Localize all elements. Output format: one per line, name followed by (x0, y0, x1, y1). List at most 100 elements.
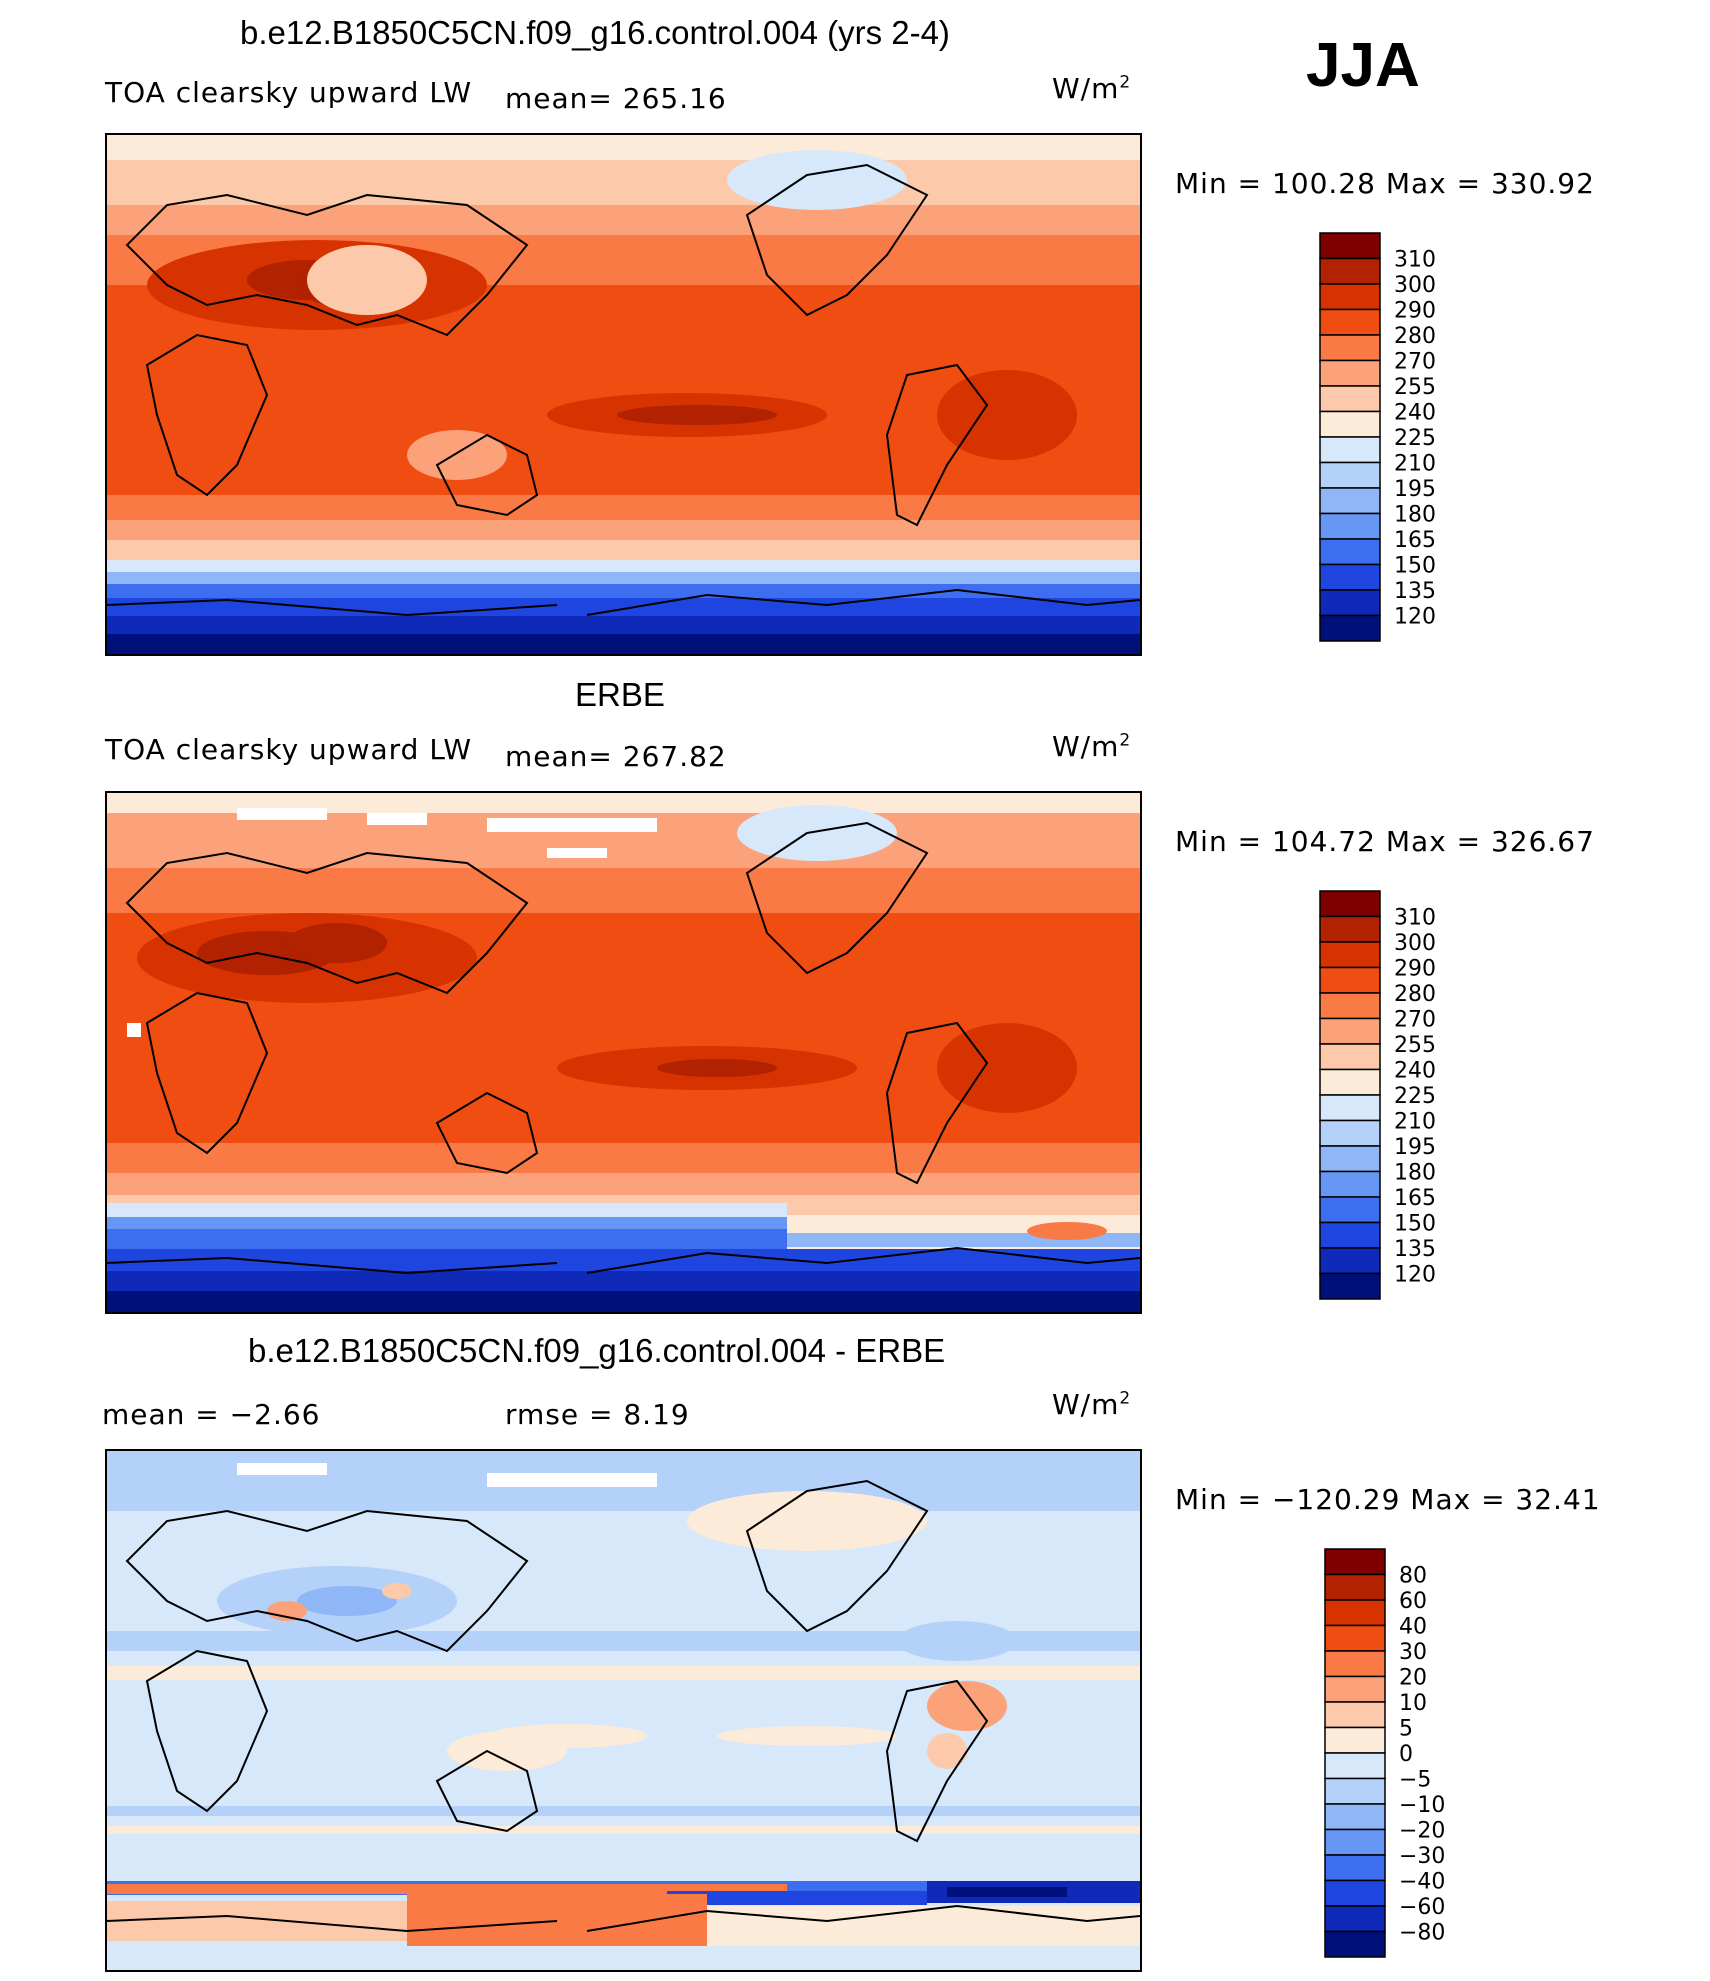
colorbar-tick-label: 310 (1394, 906, 1436, 931)
panel3-mean-label: mean = −2.66 (102, 1398, 321, 1431)
colorbar-swatch (1319, 1145, 1381, 1173)
colorbar-swatch (1324, 1573, 1386, 1601)
colorbar-tick-label: 310 (1394, 248, 1436, 273)
panel3-rmse-label: rmse = 8.19 (505, 1398, 690, 1431)
colorbar-tick-label: 0 (1399, 1742, 1413, 1767)
colorbar-swatch (1319, 487, 1381, 515)
colorbar-tick-label: 10 (1399, 1691, 1427, 1716)
colorbar-swatch (1319, 385, 1381, 413)
panel2-variable-label: TOA clearsky upward LW (105, 733, 473, 766)
colorbar-tick-label: 180 (1394, 503, 1436, 528)
colorbar-swatch (1319, 359, 1381, 387)
colorbar-swatch (1319, 461, 1381, 489)
colorbar-swatch (1319, 966, 1381, 994)
colorbar-tick-label: 210 (1394, 1110, 1436, 1135)
colorbar-tick-label: 210 (1394, 452, 1436, 477)
colorbar-tick-label: 240 (1394, 401, 1436, 426)
colorbar-tick-label: 150 (1394, 1212, 1436, 1237)
colorbar-tick-label: 180 (1394, 1161, 1436, 1186)
panel2-map (105, 791, 1142, 1314)
colorbar-tick-label: 270 (1394, 1008, 1436, 1033)
colorbar-tick-label: 225 (1394, 426, 1436, 451)
colorbar-swatch (1319, 1221, 1381, 1249)
panel1-minmax-label: Min = 100.28 Max = 330.92 (1175, 167, 1595, 200)
panel2-title: ERBE (575, 676, 665, 713)
colorbar-tick-label: 270 (1394, 350, 1436, 375)
colorbar-swatch (1324, 1650, 1386, 1678)
panel2-mean-label: mean= 267.82 (505, 740, 727, 773)
panel1-title: b.e12.B1850C5CN.f09_g16.control.004 (yrs… (240, 14, 950, 51)
colorbar-svg: 3103002902802702552402252101951801651501… (1319, 232, 1436, 642)
colorbar-tick-label: 60 (1399, 1589, 1427, 1614)
colorbar-tick-label: 165 (1394, 528, 1436, 553)
panel3-map (105, 1449, 1142, 1972)
colorbar-swatch (1319, 410, 1381, 438)
colorbar-tick-label: 150 (1394, 554, 1436, 579)
colorbar-swatch (1324, 1930, 1386, 1958)
colorbar-swatch (1324, 1854, 1386, 1882)
colorbar-tick-label: 240 (1394, 1059, 1436, 1084)
colorbar-tick-label: 165 (1394, 1186, 1436, 1211)
colorbar-svg: 3103002902802702552402252101951801651501… (1319, 890, 1436, 1300)
colorbar-tick-label: −60 (1399, 1895, 1445, 1920)
panel1-mean-label: mean= 265.16 (505, 82, 727, 115)
colorbar-swatch (1319, 538, 1381, 566)
colorbar-tick-label: 255 (1394, 375, 1436, 400)
colorbar-swatch (1324, 1905, 1386, 1933)
colorbar-swatch (1319, 1043, 1381, 1071)
colorbar-tick-label: −10 (1399, 1793, 1445, 1818)
colorbar-swatch (1319, 512, 1381, 540)
colorbar-swatch (1319, 589, 1381, 617)
colorbar-swatch (1319, 1272, 1381, 1300)
colorbar-tick-label: 290 (1394, 957, 1436, 982)
colorbar-tick-label: 80 (1399, 1564, 1427, 1589)
colorbar-tick-label: 280 (1394, 324, 1436, 349)
colorbar-tick-label: −40 (1399, 1870, 1445, 1895)
colorbar-swatch (1324, 1828, 1386, 1856)
colorbar-swatch (1319, 941, 1381, 969)
colorbar-tick-label: −30 (1399, 1844, 1445, 1869)
panel1-map (105, 133, 1142, 656)
colorbar-swatch (1319, 1017, 1381, 1045)
colorbar-swatch (1324, 1726, 1386, 1754)
colorbar-swatch (1319, 257, 1381, 285)
panel3-minmax-label: Min = −120.29 Max = 32.41 (1175, 1483, 1601, 1516)
colorbar-tick-label: 225 (1394, 1084, 1436, 1109)
colorbar-tick-label: 5 (1399, 1717, 1413, 1742)
colorbar-tick-label: 195 (1394, 1135, 1436, 1160)
panel2-colorbar: 310 300 290 280 270 255 240 225 210 195 180 165 150 1… (1319, 890, 1480, 1303)
colorbar-tick-label: 20 (1399, 1666, 1427, 1691)
panel3-title: b.e12.B1850C5CN.f09_g16.control.004 - ER… (248, 1332, 946, 1369)
colorbar-tick-label: 255 (1394, 1033, 1436, 1058)
colorbar-swatch (1319, 283, 1381, 311)
colorbar-swatch (1324, 1803, 1386, 1831)
colorbar-swatch (1324, 1701, 1386, 1729)
colorbar-tick-label: −80 (1399, 1921, 1445, 1946)
colorbar-swatch (1319, 1119, 1381, 1147)
colorbar-tick-label: 40 (1399, 1615, 1427, 1640)
panel3-units-label: W/m2 (1052, 1388, 1132, 1421)
colorbar-swatch (1324, 1777, 1386, 1805)
colorbar-swatch (1324, 1879, 1386, 1907)
panel2-units-label: W/m2 (1052, 730, 1132, 763)
panel1-variable-label: TOA clearsky upward LW (105, 76, 473, 109)
colorbar-swatch (1319, 1196, 1381, 1224)
colorbar-swatch (1319, 436, 1381, 464)
colorbar-swatch (1324, 1624, 1386, 1652)
colorbar-tick-label: 195 (1394, 477, 1436, 502)
colorbar-tick-label: 300 (1394, 931, 1436, 956)
colorbar-swatch (1324, 1599, 1386, 1627)
colorbar-swatch (1319, 614, 1381, 642)
colorbar-swatch (1319, 890, 1381, 918)
colorbar-swatch (1319, 563, 1381, 591)
colorbar-tick-label: 135 (1394, 1237, 1436, 1262)
colorbar-tick-label: 280 (1394, 982, 1436, 1007)
panel3-colorbar: 80 60 40 30 20 10 5 0 −5 −10 −20 −30 −40 −60 −80 (1324, 1548, 1485, 1961)
colorbar-swatch (1319, 992, 1381, 1020)
season-label: JJA (1306, 31, 1420, 100)
colorbar-swatch (1319, 1068, 1381, 1096)
colorbar-tick-label: −20 (1399, 1819, 1445, 1844)
colorbar-tick-label: 290 (1394, 299, 1436, 324)
colorbar-tick-label: 120 (1394, 605, 1436, 630)
